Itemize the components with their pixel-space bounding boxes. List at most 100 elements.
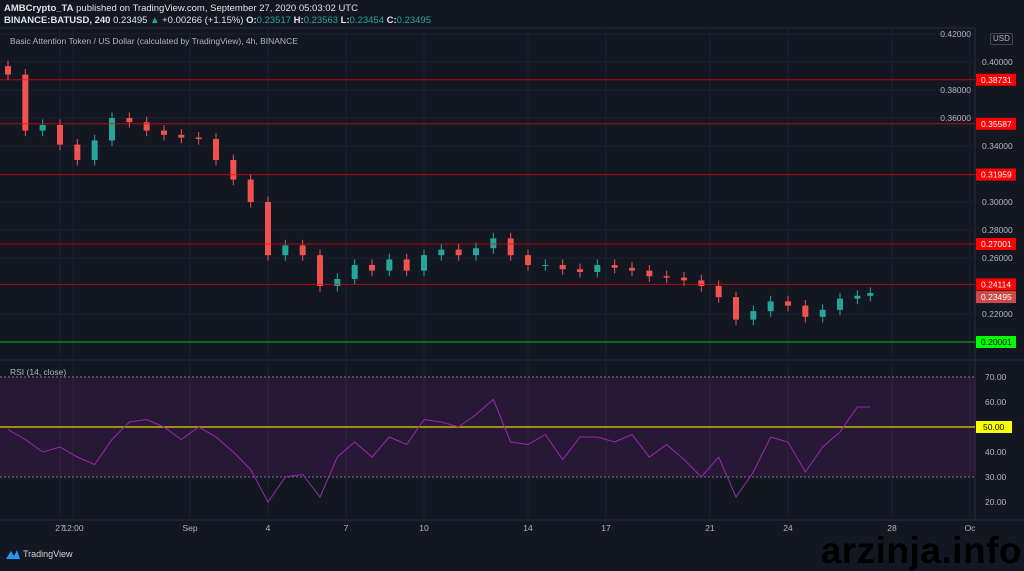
low-label: L: [340, 15, 350, 26]
candle [819, 304, 826, 323]
candle [854, 290, 861, 305]
candle [143, 116, 150, 137]
candle-body [455, 249, 462, 256]
candle [230, 154, 237, 186]
candle-body [403, 259, 410, 271]
candle-body [5, 66, 11, 75]
x-tick-label: 21 [705, 523, 715, 533]
candle [525, 249, 531, 271]
open-value: 0.23517 [256, 15, 292, 26]
x-tick-label: 17 [601, 523, 611, 533]
level-label: 0.31959 [981, 170, 1012, 180]
x-tick-label: 10 [419, 523, 429, 533]
level-label-bg [976, 237, 1016, 250]
candle-body [473, 248, 479, 256]
candle [542, 259, 549, 271]
candle [334, 273, 341, 292]
rsi-line [7, 398, 871, 503]
candle-body [681, 277, 687, 281]
candle-body [213, 139, 219, 160]
candle [750, 305, 757, 326]
candle [559, 259, 566, 275]
candle [351, 259, 358, 285]
candle [594, 259, 601, 278]
rsi-tick-label: 70.00 [985, 372, 1007, 382]
candle-body [143, 122, 150, 131]
candle-body [750, 311, 757, 320]
candle-body [57, 125, 63, 145]
candle [473, 242, 479, 261]
tradingview-logo: TradingView [6, 549, 73, 559]
last-price-label: 0.23495 [981, 292, 1012, 302]
candle [74, 139, 81, 166]
candle-body [629, 267, 635, 271]
candle [386, 253, 393, 277]
candle-body [542, 265, 549, 266]
candle-body [663, 276, 670, 278]
candle [837, 293, 843, 316]
candle [195, 132, 202, 145]
y-tick-label: 0.34000 [982, 141, 1013, 151]
candle-body [91, 140, 98, 160]
last-price-label-bg [976, 291, 1016, 304]
rsi-tick-label: 40.00 [985, 447, 1007, 457]
candle [785, 295, 791, 312]
level-label: 0.38731 [981, 75, 1012, 85]
x-tick-label: 12:00 [62, 523, 84, 533]
author[interactable]: AMBCrypto_TA [4, 3, 74, 14]
price-change: +0.00266 (+1.15%) [162, 15, 244, 26]
candle-body [698, 280, 705, 286]
rsi-tick-label: 20.00 [985, 497, 1007, 507]
candle [577, 263, 583, 278]
x-tick-label: 14 [523, 523, 533, 533]
candle-body [867, 293, 874, 296]
candle-body [369, 265, 375, 271]
candle-body [126, 118, 133, 123]
candle-body [282, 245, 289, 256]
candle-body [819, 309, 826, 317]
publish-text: published on TradingView.com, September … [73, 3, 358, 14]
candle [247, 174, 254, 208]
close-label: C: [386, 15, 397, 26]
candle-body [39, 125, 46, 131]
rsi-title: RSI (14, close) [10, 367, 67, 377]
candle [646, 265, 653, 282]
candle [867, 287, 874, 302]
level-label: 0.27001 [981, 239, 1012, 249]
y-tick-label: 0.26000 [982, 253, 1013, 263]
y-tick-label: 0.38000 [940, 85, 971, 95]
chart-title: Basic Attention Token / US Dollar (calcu… [10, 36, 298, 46]
candle [369, 259, 375, 277]
y-tick-label: 0.36000 [940, 113, 971, 123]
candle-body [421, 255, 427, 271]
candle [490, 232, 497, 254]
level-label: 0.35587 [981, 119, 1012, 129]
candle [403, 253, 410, 277]
candle-body [109, 118, 115, 141]
candle [733, 291, 739, 326]
candle-body [646, 270, 653, 277]
candle [213, 133, 219, 166]
y-tick-label: 0.42000 [940, 29, 971, 39]
candle [22, 69, 29, 137]
candle-body [195, 137, 202, 139]
x-tick-label: Oc [965, 523, 977, 533]
candle-body [733, 297, 739, 320]
candle [317, 249, 323, 292]
candle [421, 249, 427, 277]
up-arrow-icon: ▲ [150, 15, 160, 26]
candle [109, 112, 115, 146]
candle [629, 262, 635, 277]
currency-button[interactable]: USD [990, 33, 1013, 45]
ohlc-bar: BINANCE:BATUSD, 240 0.23495 ▲ +0.00266 (… [4, 15, 431, 26]
candle-body [351, 265, 358, 279]
high-label: H: [293, 15, 304, 26]
rsi-mid-label: 50.00 [983, 422, 1005, 432]
candle [282, 239, 289, 261]
candle-body [594, 265, 601, 272]
candle [767, 295, 774, 317]
x-tick-label: 28 [887, 523, 897, 533]
x-tick-label: 7 [344, 523, 349, 533]
level-label-bg [976, 73, 1016, 86]
